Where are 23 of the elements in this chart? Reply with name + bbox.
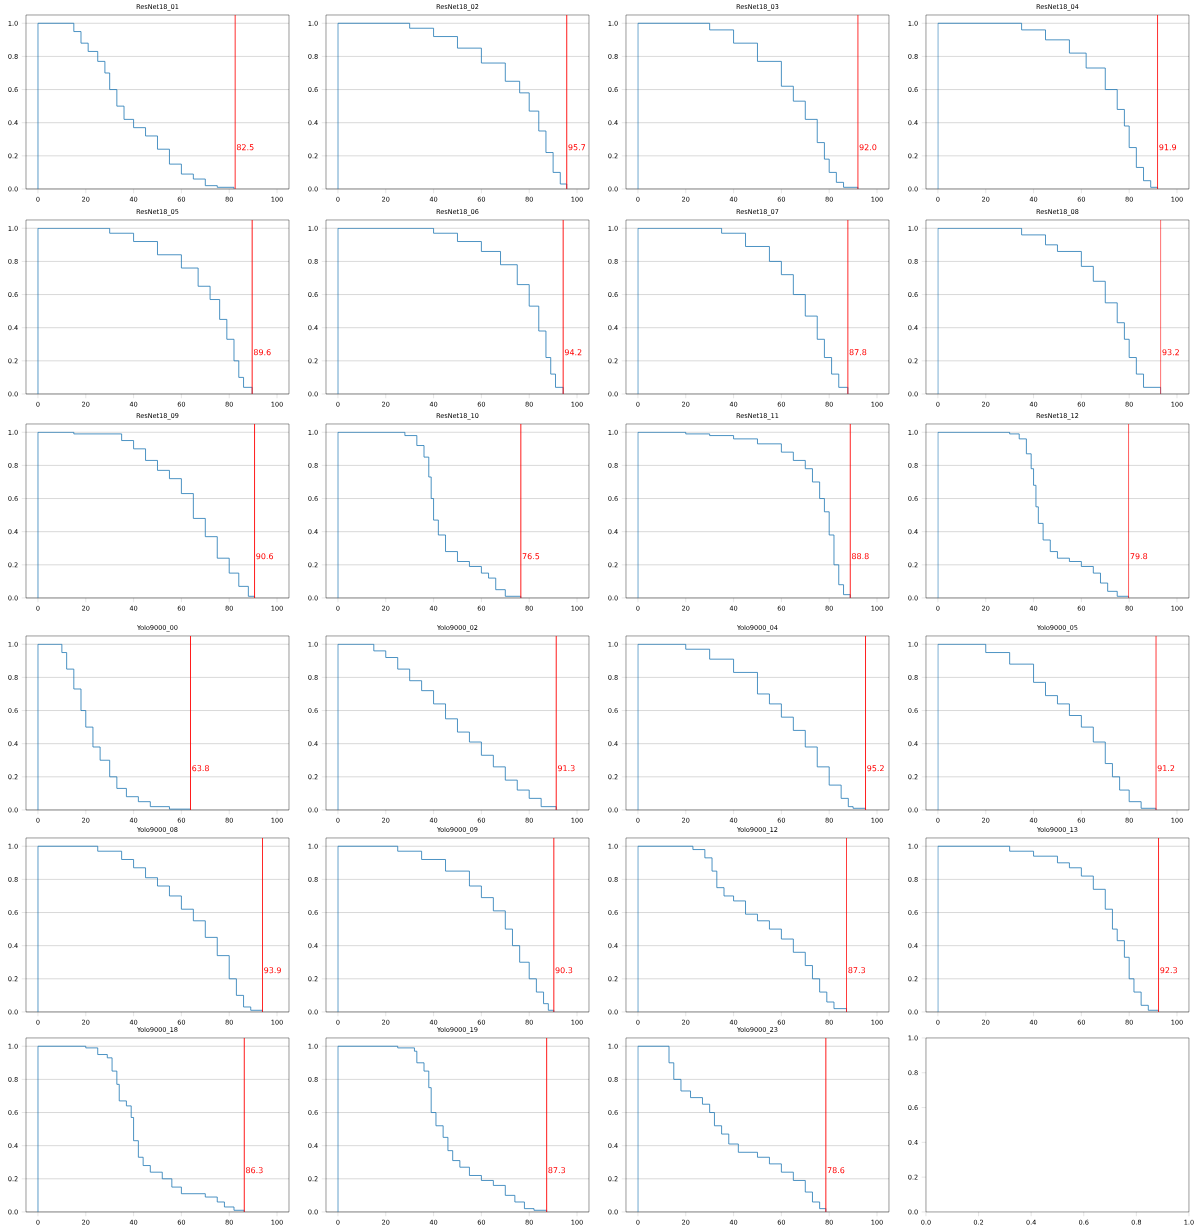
ref-line-label: 92.3 (1160, 967, 1177, 974)
ref-line-label: 63.8 (192, 765, 209, 772)
ref-line-label: 95.7 (568, 144, 586, 151)
ref-line-label: 87.8 (849, 349, 867, 356)
ref-line-label: 90.3 (555, 967, 573, 974)
ref-line-label: 88.8 (852, 553, 869, 560)
ref-line-label: 82.5 (236, 144, 254, 151)
ref-line-label: 79.8 (1130, 553, 1148, 560)
ref-line-label: 94.2 (564, 349, 582, 356)
ref-line-label: 93.2 (1162, 349, 1179, 356)
ref-line-label: 87.3 (548, 1167, 566, 1174)
ref-line-label: 89.6 (253, 349, 271, 356)
ref-line-label: 92.0 (859, 144, 877, 151)
ref-line-label: 90.6 (256, 553, 274, 560)
ref-line-label: 86.3 (246, 1167, 263, 1174)
ref-line-label: 91.9 (1159, 144, 1177, 151)
ref-line-label: 91.2 (1157, 765, 1175, 772)
ref-line-label: 76.5 (522, 553, 540, 560)
ref-line-label: 91.3 (557, 765, 575, 772)
ref-line-label: 87.3 (848, 967, 866, 974)
ref-line-label: 93.9 (264, 967, 281, 974)
ref-line-label: 78.6 (827, 1167, 845, 1174)
ref-line-label: 95.2 (867, 765, 884, 772)
